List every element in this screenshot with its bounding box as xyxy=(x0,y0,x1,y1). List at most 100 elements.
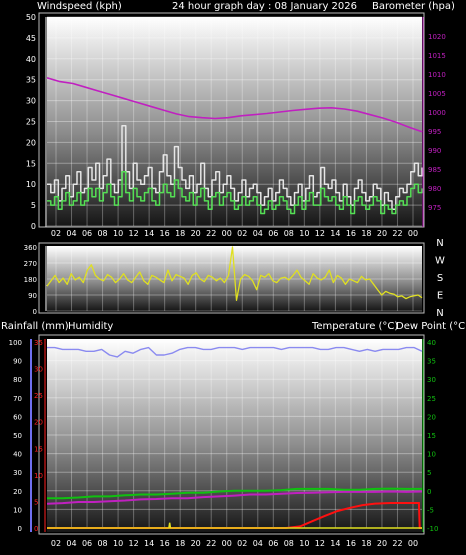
time-tick-label: 04 xyxy=(66,539,76,548)
barometer-tick-label: 980 xyxy=(428,185,441,193)
humidity-tick-label: 40 xyxy=(13,451,22,459)
barometer-ticks: 975 980 985 990 995 1000 1005 1010 1015 1020 xyxy=(428,33,446,212)
time-tick-label: 20 xyxy=(191,229,201,238)
rainfall-ticks: 0 5 10 15 20 25 30 35 xyxy=(34,339,43,533)
temperature-tick-label: 5 xyxy=(427,469,431,477)
time-tick-label: 18 xyxy=(175,229,185,238)
rainfall-tick-label: 30 xyxy=(34,366,43,374)
windspeed-tick-label: 45 xyxy=(26,34,36,43)
time-tick-label: 20 xyxy=(377,539,387,548)
windspeed-tick-label: 0 xyxy=(31,222,36,231)
direction-line xyxy=(46,246,423,301)
temperature-tick-label: 35 xyxy=(427,358,436,366)
humidity-tick-label: 20 xyxy=(13,488,22,496)
time-tick-label: 08 xyxy=(284,229,294,238)
windspeed-tick-label: 15 xyxy=(26,159,36,168)
temperature-tick-label: 25 xyxy=(427,395,436,403)
time-tick-label: 06 xyxy=(268,229,278,238)
rainfall-tick-label: 25 xyxy=(34,392,43,400)
time-tick-label: 18 xyxy=(361,229,371,238)
rain-rate-line xyxy=(47,522,422,529)
windspeed-tick-label: 25 xyxy=(26,118,36,127)
barometer-tick-label: 1015 xyxy=(428,52,446,60)
wind-panel-frame xyxy=(38,12,425,228)
time-tick-label: 16 xyxy=(160,539,170,548)
temperature-ticks: -10 -5 0 5 10 15 20 25 30 35 40 xyxy=(427,339,438,533)
climate-time-ticks: 02 04 06 08 10 12 14 16 18 20 22 00 02 04 06 08 10 12 14 16… xyxy=(51,539,418,548)
temperature-tick-label: -10 xyxy=(427,525,438,533)
time-tick-label: 12 xyxy=(129,539,139,548)
compass-label: N xyxy=(436,308,443,319)
time-tick-label: 16 xyxy=(346,539,356,548)
time-tick-label: 12 xyxy=(315,229,325,238)
direction-ticks: 0 90 180 270 360 xyxy=(24,244,37,316)
temperature-line xyxy=(47,487,422,500)
humidity-tick-label: 30 xyxy=(13,469,22,477)
time-tick-label: 20 xyxy=(377,229,387,238)
time-tick-label: 00 xyxy=(408,229,418,238)
windspeed-tick-label: 40 xyxy=(26,55,36,64)
direction-panel-frame xyxy=(38,242,425,314)
time-tick-label: 22 xyxy=(206,539,216,548)
wind-average-line xyxy=(47,170,423,215)
time-tick-label: 20 xyxy=(191,539,201,548)
direction-tick-label: 270 xyxy=(24,260,37,268)
time-tick-label: 14 xyxy=(144,229,154,238)
time-tick-label: 02 xyxy=(51,539,61,548)
rainfall-tick-label: 15 xyxy=(34,445,43,453)
wind-time-ticks: 02 04 06 08 10 12 14 16 18 20 22 00 02 04 06 08 10 12 14 16… xyxy=(51,229,418,238)
barometer-tick-label: 1005 xyxy=(428,90,446,98)
barometer-axis-label: Barometer (hpa) xyxy=(372,1,455,12)
wind-panel-grid xyxy=(47,16,422,227)
time-tick-label: 14 xyxy=(144,539,154,548)
direction-tick-label: 0 xyxy=(33,308,37,316)
barometer-tick-label: 1000 xyxy=(428,109,446,117)
direction-panel-series xyxy=(46,246,423,301)
humidity-line xyxy=(47,346,423,358)
windspeed-tick-label: 50 xyxy=(26,13,36,22)
barometer-tick-label: 975 xyxy=(428,204,441,212)
time-tick-label: 02 xyxy=(51,229,61,238)
wind-panel-series xyxy=(46,77,423,215)
time-tick-label: 02 xyxy=(237,229,247,238)
time-tick-label: 04 xyxy=(253,539,263,548)
compass-label: W xyxy=(435,256,445,267)
temperature-tick-label: 0 xyxy=(427,488,431,496)
rainfall-axis-label: Rainfall (mm) xyxy=(1,321,69,332)
barometer-tick-label: 1020 xyxy=(428,33,446,41)
time-tick-label: 16 xyxy=(160,229,170,238)
direction-tick-label: 180 xyxy=(24,276,37,284)
time-tick-label: 14 xyxy=(330,229,340,238)
humidity-axis-label: Humidity xyxy=(68,321,113,332)
temperature-tick-label: 10 xyxy=(427,451,436,459)
windspeed-ticks: 0 5 10 15 20 25 30 35 40 45 50 xyxy=(26,13,36,231)
temperature-tick-label: 40 xyxy=(427,339,436,347)
humidity-tick-label: 90 xyxy=(13,358,22,366)
temperature-axis-label: Temperature (°C) xyxy=(311,321,398,332)
compass-label: N xyxy=(436,238,443,249)
compass-label: E xyxy=(437,291,443,302)
time-tick-label: 10 xyxy=(113,539,123,548)
humidity-tick-label: 70 xyxy=(13,395,22,403)
time-tick-label: 06 xyxy=(82,539,92,548)
climate-panel-background xyxy=(47,339,422,532)
time-tick-label: 02 xyxy=(237,539,247,548)
rainfall-tick-label: 5 xyxy=(34,498,38,506)
time-tick-label: 10 xyxy=(299,229,309,238)
time-tick-label: 18 xyxy=(361,539,371,548)
time-tick-label: 06 xyxy=(268,539,278,548)
rainfall-tick-label: 0 xyxy=(34,525,38,533)
time-tick-label: 22 xyxy=(392,539,402,548)
barometer-tick-label: 995 xyxy=(428,128,441,136)
time-tick-label: 12 xyxy=(129,229,139,238)
direction-tick-label: 90 xyxy=(28,292,37,300)
temperature-tick-label: -5 xyxy=(427,506,434,514)
time-tick-label: 00 xyxy=(222,539,232,548)
humidity-tick-label: 100 xyxy=(9,339,22,347)
windspeed-tick-label: 5 xyxy=(31,201,36,210)
time-tick-label: 08 xyxy=(97,229,107,238)
windspeed-tick-label: 10 xyxy=(26,180,36,189)
barometer-line xyxy=(46,77,423,133)
climate-panel-series xyxy=(46,346,423,529)
